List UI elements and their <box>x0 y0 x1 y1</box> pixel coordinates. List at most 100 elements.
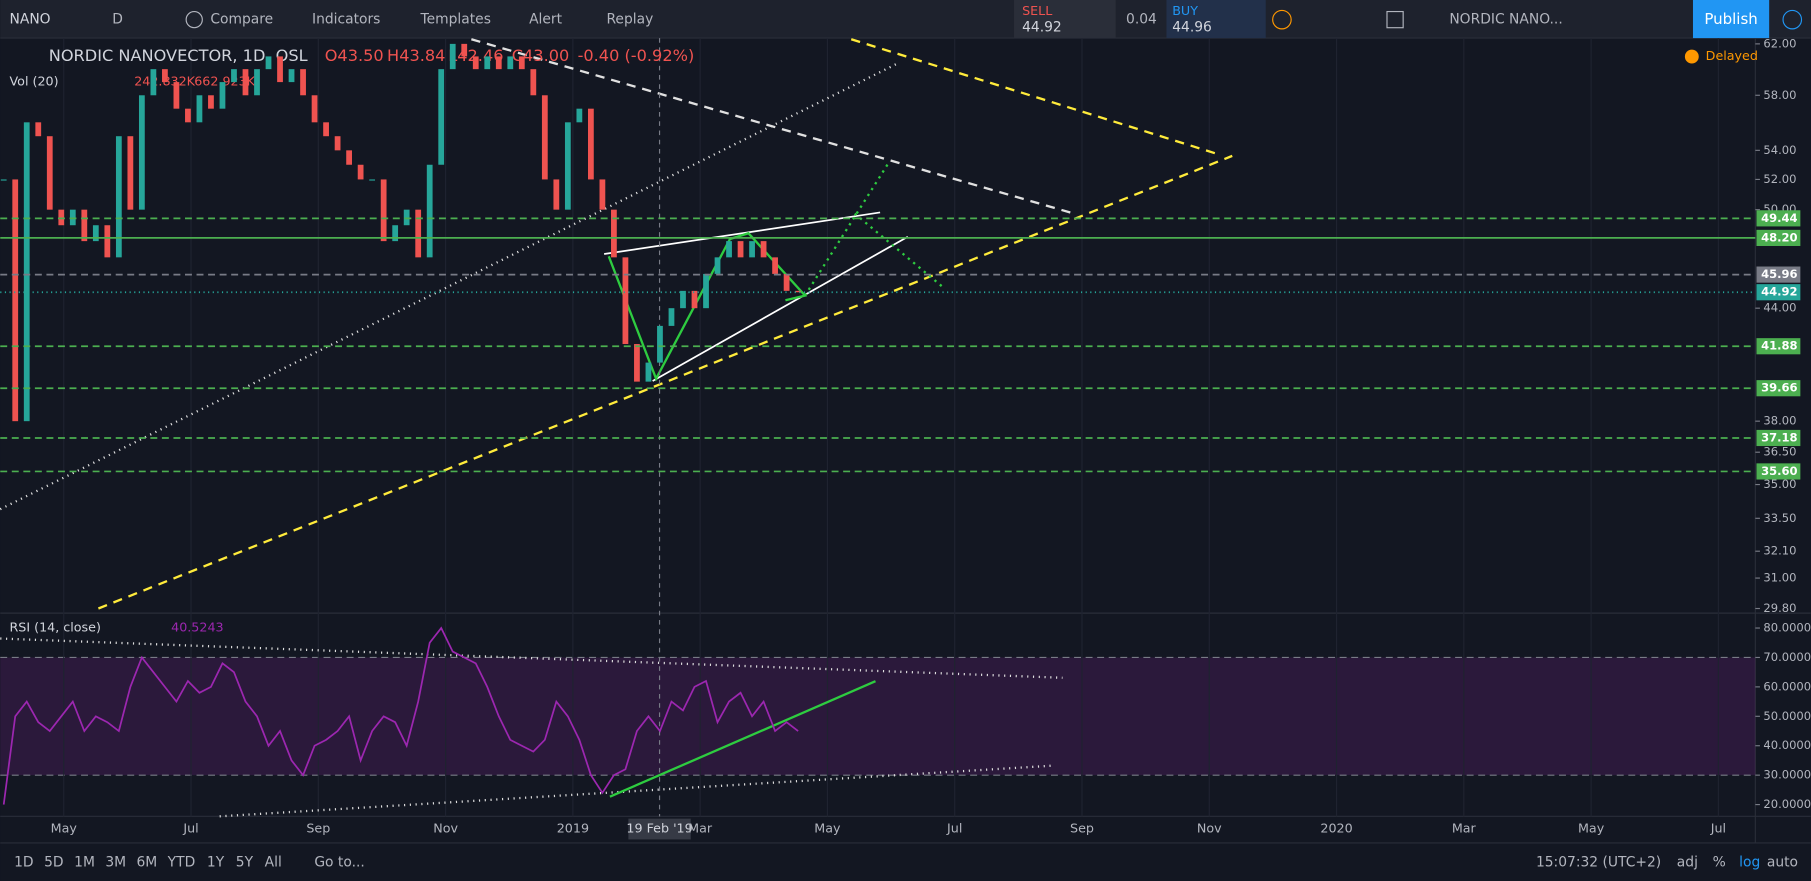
range-button[interactable]: 5D <box>44 855 63 871</box>
candle <box>208 95 214 109</box>
symbol-name[interactable]: NORDIC NANO... <box>1449 12 1562 28</box>
candle <box>530 69 537 96</box>
candle <box>495 56 502 70</box>
price-level-label: 48.20 <box>1761 230 1797 244</box>
symbol[interactable]: NANO <box>9 12 50 28</box>
y-tick-label: 44.00 <box>1763 301 1796 315</box>
rsi-band <box>0 657 1756 776</box>
price-level-tag <box>1756 380 1801 397</box>
candle <box>795 290 802 293</box>
candle <box>380 179 387 242</box>
x-tick-label: Jul <box>1710 821 1726 836</box>
alert[interactable]: Alert <box>529 12 563 28</box>
candle <box>553 179 560 210</box>
candle <box>737 241 744 258</box>
replay-play-icon[interactable] <box>1782 9 1803 30</box>
buy-label: BUY <box>1172 3 1198 18</box>
price-level-tag <box>1756 229 1801 246</box>
candle <box>587 108 594 180</box>
log[interactable]: log <box>1739 855 1760 871</box>
price-level-tag <box>1756 429 1801 447</box>
percent[interactable]: % <box>1713 855 1726 871</box>
buy-button[interactable] <box>1166 0 1266 39</box>
candle <box>426 164 433 258</box>
x-tick-label: Jul <box>182 821 198 836</box>
y-tick-label: 31.00 <box>1763 571 1796 585</box>
candle <box>334 136 341 151</box>
interval[interactable]: D <box>112 12 123 28</box>
indicators[interactable]: Indicators <box>312 12 380 28</box>
candle <box>92 225 99 242</box>
range-button[interactable]: 5Y <box>236 855 254 871</box>
candle <box>219 82 226 109</box>
rsi-trend-line <box>0 637 1063 679</box>
layout-icon[interactable] <box>1386 10 1404 29</box>
candle <box>507 56 514 70</box>
rsi-label: RSI (14, close) <box>9 620 100 635</box>
candle <box>173 82 180 109</box>
candle <box>12 179 19 422</box>
candle <box>231 69 237 83</box>
candle <box>288 69 295 83</box>
candle <box>541 95 548 180</box>
goto[interactable]: Go to... <box>314 855 364 871</box>
candle <box>242 69 249 96</box>
y-tick-label: 36.50 <box>1763 445 1796 459</box>
price-level-tag <box>1756 266 1801 283</box>
rsi-trend-line <box>609 680 876 798</box>
candle <box>668 308 675 326</box>
compare[interactable]: Compare <box>210 12 273 28</box>
range-button[interactable]: 1D <box>14 855 33 871</box>
candle <box>58 209 65 226</box>
rsi-tick-label: 20.0000 <box>1763 797 1811 811</box>
y-tick-label: 62.00 <box>1763 36 1796 50</box>
templates[interactable]: Templates <box>420 12 491 28</box>
spread: 0.04 <box>1126 12 1157 28</box>
candle <box>138 95 145 210</box>
rsi-tick-label: 70.0000 <box>1763 650 1811 664</box>
candle <box>703 273 709 309</box>
x-tick-label: May <box>1578 821 1605 836</box>
replay[interactable]: Replay <box>606 12 653 28</box>
candle <box>392 225 399 242</box>
adj[interactable]: adj <box>1677 855 1698 871</box>
candle <box>46 136 53 210</box>
candle <box>622 257 629 345</box>
price-level-label: 49.44 <box>1761 211 1797 225</box>
candle <box>369 179 376 181</box>
candle <box>323 122 329 137</box>
volume-value: 662.923K <box>194 73 255 88</box>
crosshair-label: 19 Feb '19 <box>626 821 692 836</box>
range-button[interactable]: 1Y <box>207 855 225 871</box>
y-tick-label: 33.50 <box>1763 511 1796 525</box>
candle <box>357 164 364 180</box>
range-button[interactable]: 6M <box>137 855 158 871</box>
range-button[interactable]: YTD <box>167 855 196 871</box>
candle <box>726 241 732 258</box>
projection-line <box>853 212 946 290</box>
x-tick-label: May <box>51 821 78 836</box>
legend-change: -0.40 (-0.92%) <box>578 46 695 65</box>
y-tick-label: 32.10 <box>1763 544 1796 558</box>
auto[interactable]: auto <box>1767 855 1798 871</box>
range-button[interactable]: All <box>265 855 282 871</box>
range-button[interactable]: 1M <box>74 855 95 871</box>
x-tick-label: May <box>814 821 841 836</box>
x-tick-label: Nov <box>433 821 458 836</box>
publish-button[interactable] <box>1692 0 1770 39</box>
candle <box>760 241 767 258</box>
rsi-tick-label: 40.0000 <box>1763 738 1811 752</box>
projection-line <box>804 161 891 297</box>
channel-line <box>604 211 881 255</box>
info-icon[interactable] <box>1272 9 1292 30</box>
range-button[interactable]: 3M <box>105 855 126 871</box>
price-level-tag <box>1756 338 1801 355</box>
rsi-trend-line <box>219 764 1055 818</box>
candle <box>300 69 306 96</box>
x-tick-label: 2020 <box>1320 821 1352 836</box>
candle <box>749 241 755 258</box>
price-level-label: 37.18 <box>1761 430 1797 444</box>
candle <box>115 136 122 258</box>
price-level-tag <box>1756 463 1801 480</box>
sell-button[interactable] <box>1014 0 1116 39</box>
